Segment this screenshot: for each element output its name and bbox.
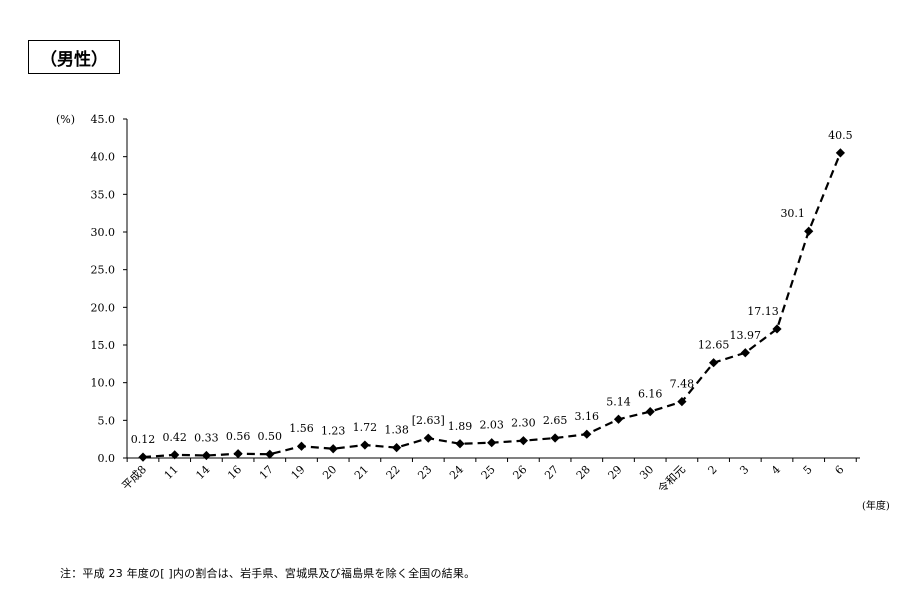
x-tick-label: 26 — [510, 463, 529, 482]
data-point-marker — [550, 433, 560, 443]
data-point-marker — [233, 449, 243, 459]
data-label: 1.56 — [289, 422, 314, 435]
y-tick-label: 15.0 — [91, 339, 116, 352]
data-point-marker — [645, 406, 655, 417]
data-point-marker — [392, 443, 402, 453]
data-point-marker — [201, 450, 211, 461]
data-label: 0.33 — [194, 432, 219, 445]
data-label: 2.30 — [511, 417, 536, 430]
data-point-marker — [677, 397, 687, 407]
y-tick-label: 10.0 — [91, 377, 116, 390]
x-tick-label: 5 — [801, 463, 815, 477]
data-point-marker — [709, 358, 719, 368]
x-tick-label: 2 — [706, 463, 720, 477]
x-tick-label: 22 — [384, 463, 403, 482]
x-tick-label: 30 — [637, 463, 656, 482]
x-tick-label: 28 — [574, 463, 593, 482]
data-point-marker — [455, 439, 465, 449]
x-tick-label: 27 — [542, 463, 561, 482]
data-point-marker — [360, 440, 370, 450]
x-tick-label: 令和元 — [655, 462, 688, 495]
data-label: 1.38 — [384, 424, 409, 437]
data-label: 5.14 — [606, 395, 631, 408]
data-label: 0.56 — [226, 430, 251, 443]
x-tick-label: 11 — [162, 463, 181, 482]
x-tick-label: 16 — [225, 463, 244, 482]
data-point-marker — [740, 348, 750, 358]
y-tick-label: 0.0 — [98, 452, 116, 465]
data-point-marker — [296, 441, 307, 451]
data-label: 1.23 — [321, 425, 346, 438]
data-label: 1.72 — [353, 421, 378, 434]
x-tick-label: 20 — [320, 463, 339, 482]
data-label: 0.42 — [162, 431, 187, 444]
x-tick-label: 4 — [769, 463, 783, 477]
x-tick-label: 14 — [193, 463, 212, 482]
x-tick-label: 21 — [352, 463, 371, 482]
data-label: 3.16 — [575, 410, 600, 423]
x-tick-label: 19 — [289, 463, 308, 482]
data-label: [2.63] — [412, 414, 445, 427]
data-label: 1.89 — [448, 420, 473, 433]
data-label: 0.50 — [258, 430, 283, 443]
x-tick-label: 17 — [257, 463, 276, 482]
data-point-marker — [772, 324, 782, 334]
y-tick-label: 40.0 — [91, 151, 116, 164]
x-axis-label: (年度) — [862, 499, 890, 512]
data-point-marker — [265, 449, 275, 459]
data-point-marker — [423, 433, 433, 443]
data-label: 12.65 — [698, 339, 730, 352]
y-tick-label: 5.0 — [98, 414, 116, 427]
data-label: 13.97 — [730, 329, 762, 342]
data-point-marker — [835, 148, 845, 158]
y-axis-label: (%) — [56, 113, 75, 126]
data-point-marker — [804, 226, 814, 236]
data-label: 0.12 — [131, 433, 156, 446]
y-tick-label: 25.0 — [91, 264, 116, 277]
series-line — [142, 152, 842, 459]
y-tick-label: 30.0 — [91, 226, 116, 239]
y-tick-label: 20.0 — [91, 301, 116, 314]
x-tick-label: 23 — [415, 463, 434, 482]
x-tick-label: 3 — [737, 463, 751, 477]
data-point-marker — [138, 452, 148, 462]
x-tick-label: 25 — [479, 463, 498, 482]
data-label: 30.1 — [780, 207, 805, 220]
data-label: 17.13 — [747, 305, 779, 318]
data-point-marker — [170, 450, 180, 460]
data-label: 40.5 — [828, 129, 853, 142]
x-tick-label: 6 — [832, 463, 846, 477]
data-point-marker — [487, 438, 497, 448]
x-tick-label: 29 — [606, 463, 625, 482]
data-point-marker — [328, 444, 338, 454]
data-point-marker — [518, 436, 528, 446]
y-tick-label: 35.0 — [91, 188, 116, 201]
footnote: 注：平成 23 年度の[ ]内の割合は、岩手県、宮城県及び福島県を除く全国の結果… — [60, 567, 476, 580]
data-point-marker — [613, 414, 624, 424]
chart-title: （男性） — [28, 40, 120, 74]
data-point-marker — [582, 429, 592, 439]
data-label: 6.16 — [638, 388, 663, 401]
x-tick-label: 平成8 — [119, 463, 149, 493]
x-tick-label: 24 — [447, 463, 466, 482]
data-label: 7.48 — [670, 378, 695, 391]
data-label: 2.03 — [479, 419, 504, 432]
data-label: 2.65 — [543, 414, 568, 427]
y-tick-label: 45.0 — [91, 113, 116, 126]
